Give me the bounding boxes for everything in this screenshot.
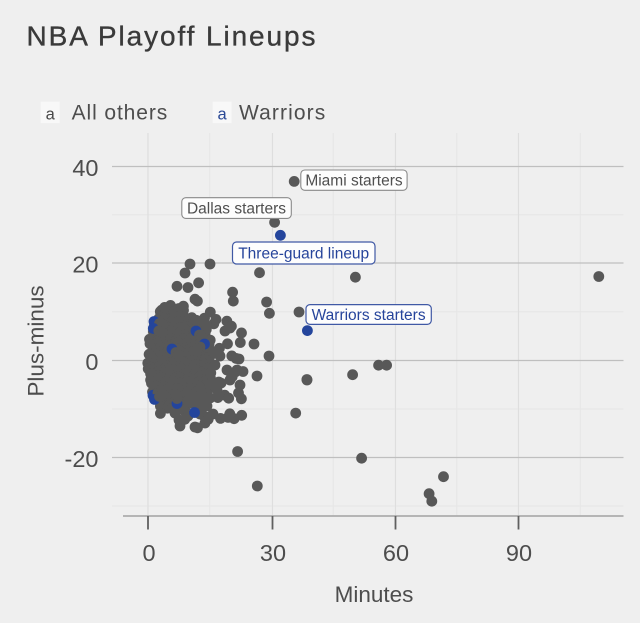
svg-text:0: 0 xyxy=(85,349,98,375)
svg-text:Warriors starters: Warriors starters xyxy=(312,307,426,324)
svg-text:Plus-minus: Plus-minus xyxy=(24,285,49,396)
svg-text:NBA Playoff Lineups: NBA Playoff Lineups xyxy=(27,21,318,52)
svg-text:30: 30 xyxy=(260,540,286,566)
svg-text:-20: -20 xyxy=(65,446,99,472)
svg-text:20: 20 xyxy=(72,252,98,278)
svg-text:Three-guard lineup: Three-guard lineup xyxy=(238,245,369,262)
svg-text:40: 40 xyxy=(72,155,98,181)
svg-text:Minutes: Minutes xyxy=(335,582,414,607)
svg-text:All others: All others xyxy=(72,101,169,124)
svg-text:Warriors: Warriors xyxy=(239,101,326,124)
svg-text:60: 60 xyxy=(383,540,409,566)
svg-text:Dallas starters: Dallas starters xyxy=(187,200,286,217)
svg-text:90: 90 xyxy=(506,540,532,566)
svg-text:a: a xyxy=(46,105,56,123)
svg-text:0: 0 xyxy=(142,540,155,566)
svg-text:a: a xyxy=(218,105,228,123)
svg-text:Miami starters: Miami starters xyxy=(305,173,403,190)
